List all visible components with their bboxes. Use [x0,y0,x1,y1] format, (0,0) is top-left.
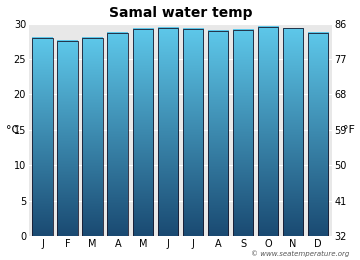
Bar [208,31,228,236]
Bar [158,28,178,236]
Bar [132,29,153,236]
Y-axis label: °F: °F [343,125,355,135]
Bar [258,27,278,236]
Bar [283,28,303,236]
Bar [32,38,53,236]
Bar [108,33,128,236]
Y-axis label: °C: °C [5,125,19,135]
Bar [183,29,203,236]
Bar [82,38,103,236]
Text: © www.seatemperature.org: © www.seatemperature.org [251,251,349,257]
Bar [308,34,328,236]
Title: Samal water temp: Samal water temp [109,5,252,19]
Bar [233,30,253,236]
Bar [57,41,78,236]
